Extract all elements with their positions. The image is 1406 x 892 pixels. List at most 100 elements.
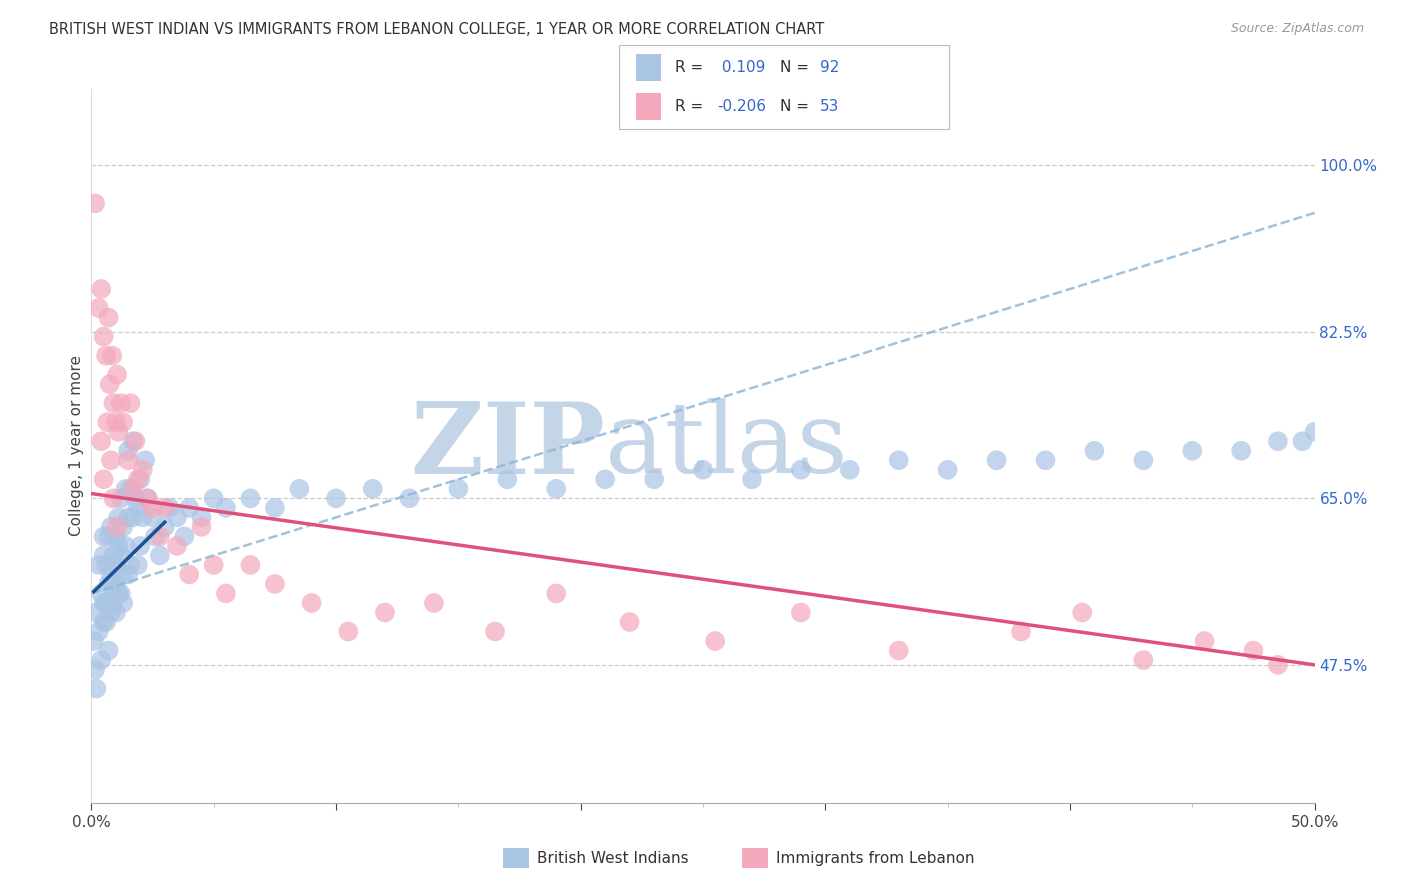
Point (110, 549, 132, 563)
Point (215, 586, 238, 600)
Point (593, 472, 616, 486)
Point (120, 482, 142, 496)
Text: N =: N = (780, 60, 810, 75)
Point (110, 491, 132, 506)
Point (129, 472, 152, 486)
Point (1083, 443, 1105, 458)
Point (1267, 657, 1289, 672)
Point (643, 472, 665, 486)
Point (104, 577, 127, 591)
Point (398, 491, 420, 506)
Point (124, 491, 146, 506)
Point (546, 482, 568, 496)
Point (107, 425, 129, 439)
Point (166, 510, 188, 524)
Point (100, 520, 122, 534)
Point (103, 596, 125, 610)
Point (1071, 606, 1094, 620)
Point (112, 415, 135, 429)
Point (120, 396, 142, 410)
Point (93, 529, 115, 543)
Point (239, 558, 262, 572)
Point (96, 415, 118, 429)
Point (84, 681, 107, 696)
Point (112, 596, 135, 610)
Point (337, 624, 360, 639)
Point (301, 596, 323, 610)
Point (103, 577, 125, 591)
Point (1132, 653, 1154, 667)
Text: 0.109: 0.109 (717, 60, 765, 75)
Point (120, 558, 142, 572)
Point (103, 396, 125, 410)
Point (741, 472, 763, 486)
Point (149, 549, 172, 563)
Point (107, 539, 129, 553)
Point (97, 643, 120, 657)
Point (1267, 434, 1289, 449)
Text: N =: N = (780, 99, 810, 114)
Point (141, 500, 163, 515)
Point (97, 310, 120, 325)
Point (129, 539, 152, 553)
Point (84, 196, 107, 211)
Point (887, 643, 910, 657)
Point (110, 396, 132, 410)
Point (114, 482, 136, 496)
Point (87, 558, 110, 572)
Point (986, 453, 1008, 467)
Point (117, 453, 139, 467)
Point (122, 434, 145, 449)
Point (166, 539, 188, 553)
Point (288, 482, 311, 496)
Text: BRITISH WEST INDIAN VS IMMIGRANTS FROM LEBANON COLLEGE, 1 YEAR OR MORE CORRELATI: BRITISH WEST INDIAN VS IMMIGRANTS FROM L… (49, 22, 824, 37)
Point (202, 558, 225, 572)
Point (173, 529, 195, 543)
Point (141, 510, 163, 524)
Point (704, 634, 727, 648)
Point (87, 301, 110, 315)
Point (93, 596, 115, 610)
Point (838, 463, 860, 477)
Point (790, 463, 813, 477)
Point (134, 453, 156, 467)
Point (90, 434, 112, 449)
Point (84, 663, 107, 677)
Point (215, 500, 238, 515)
Point (83, 634, 105, 648)
Point (103, 549, 125, 563)
Point (122, 482, 145, 496)
Point (202, 491, 225, 506)
Point (97, 529, 120, 543)
Point (887, 453, 910, 467)
Point (179, 500, 201, 515)
Point (94, 349, 117, 363)
Point (124, 434, 146, 449)
Point (90, 586, 112, 600)
Point (790, 606, 813, 620)
Point (132, 510, 155, 524)
Point (100, 453, 122, 467)
Point (1010, 624, 1032, 639)
Point (153, 520, 176, 534)
Point (143, 529, 166, 543)
Point (93, 549, 115, 563)
Point (94, 596, 117, 610)
Point (103, 491, 125, 506)
Point (98, 377, 121, 392)
Point (93, 615, 115, 629)
Point (325, 491, 347, 506)
Point (692, 463, 714, 477)
Point (97, 596, 120, 610)
Point (93, 329, 115, 343)
Point (100, 567, 122, 582)
Point (619, 615, 641, 629)
Point (1035, 453, 1057, 467)
Point (936, 463, 959, 477)
Point (484, 624, 506, 639)
Point (104, 606, 127, 620)
Point (447, 482, 470, 496)
Point (94, 615, 117, 629)
Point (117, 510, 139, 524)
Point (107, 510, 129, 524)
